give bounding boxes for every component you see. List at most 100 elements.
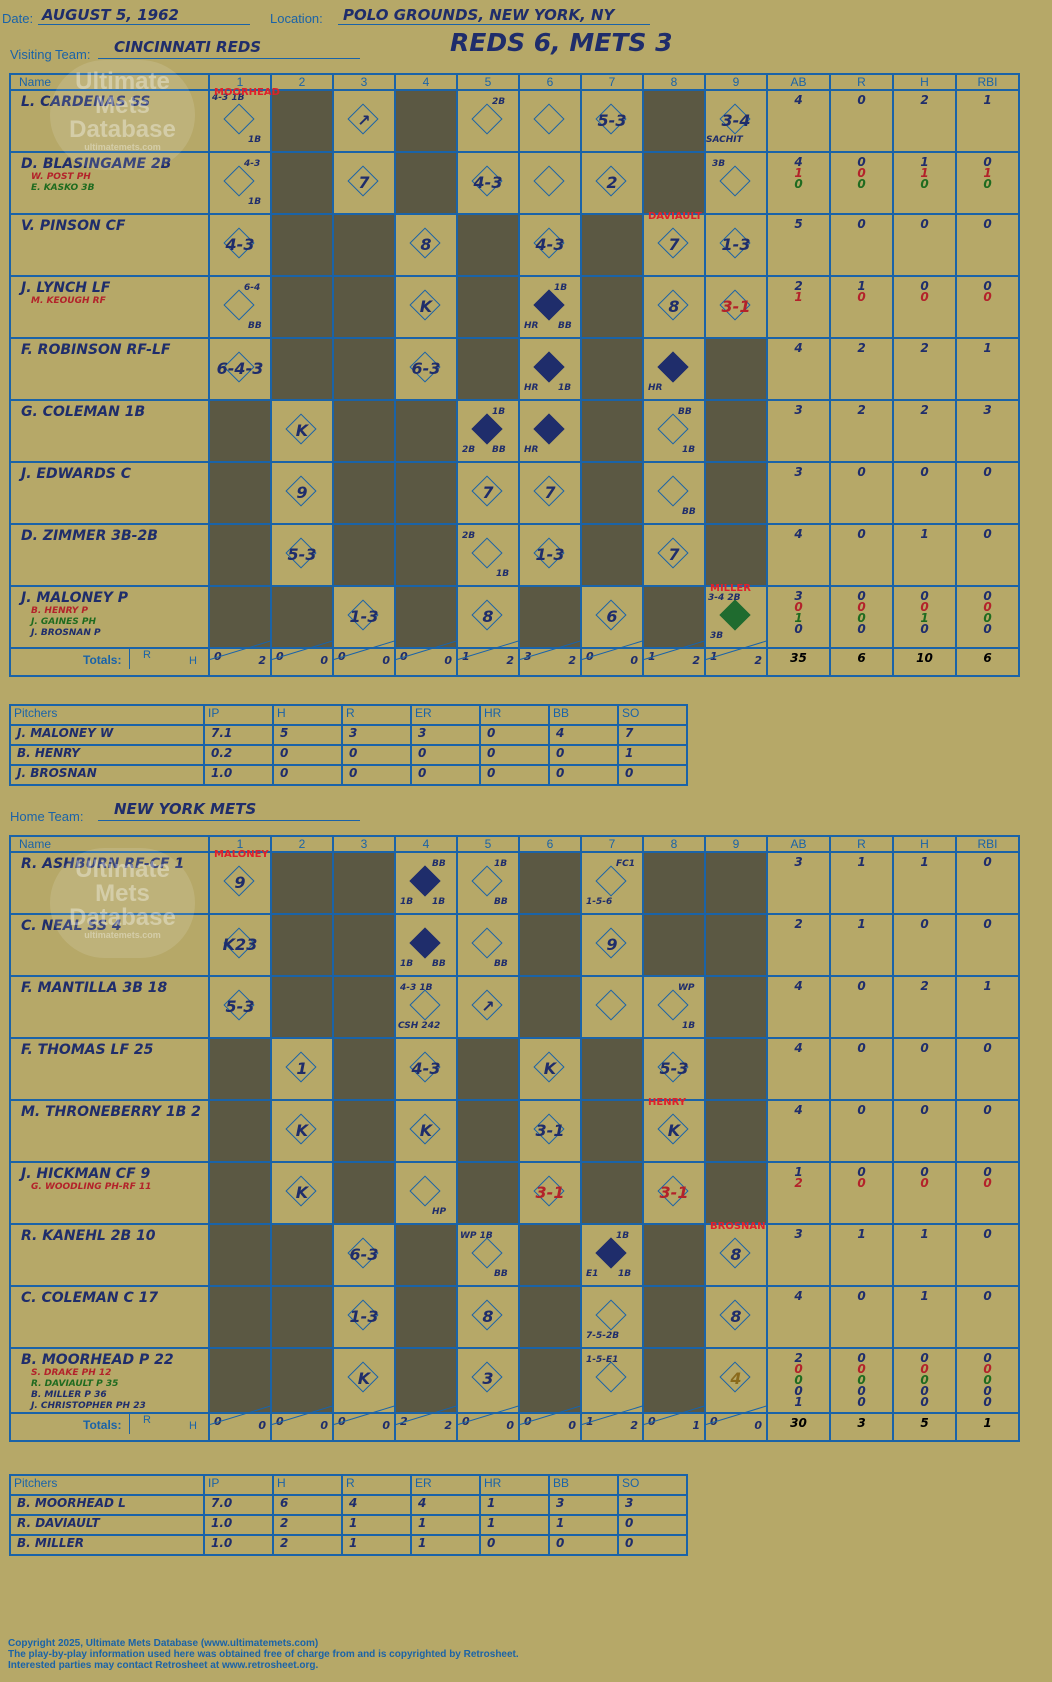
visiting-inning-cell (518, 585, 582, 649)
play-result: 3-1 (535, 1183, 565, 1202)
pitcher-stat: 1 (479, 1514, 550, 1536)
home-stat-r: 1 (829, 913, 894, 977)
pitcher-stat: 0 (341, 744, 412, 766)
visiting-pitcher-row: B. HENRY 0.2 0 0 0 0 0 1 (9, 744, 688, 766)
player-name: F. MANTILLA 3B 18 (21, 980, 168, 996)
visiting-inning-cell: 1B HR BB (518, 275, 582, 339)
play-result: K23 (222, 935, 258, 954)
base-diamond (719, 165, 751, 197)
home-col-header: Name (9, 835, 210, 853)
play-note: 1B (682, 445, 696, 455)
pitcher-stat: 0 (479, 724, 550, 746)
play-note: 1B (496, 569, 510, 579)
substitute-name: G. WOODLING PH-RF 11 (31, 1182, 152, 1192)
pitcher-stat: 7 (617, 724, 688, 746)
visiting-inning-cell: 1-3 (332, 585, 396, 649)
play-note: 1B (616, 1231, 630, 1241)
home-inning-cell: 6-3 (332, 1223, 396, 1287)
visiting-inning-cell (518, 89, 582, 153)
pitcher-stat: 7.0 (203, 1494, 274, 1516)
player-name: D. BLASINGAME 2B (21, 156, 172, 172)
home-inning-cell: 3-1 (518, 1161, 582, 1225)
home-inning-cell (332, 913, 396, 977)
base-diamond (471, 537, 503, 569)
home-inning-cell (518, 975, 582, 1039)
visiting-inning-cell: 4-3 1B 1B MOORHEAD (208, 87, 280, 153)
home-inning-cell (642, 1285, 706, 1349)
home-col-header: AB (766, 835, 831, 853)
home-inning-cell: K (394, 1099, 458, 1163)
visiting-inning-cell (208, 523, 272, 587)
base-diamond (657, 475, 689, 507)
base-diamond (595, 1361, 627, 1393)
pitcher-stat: 1.0 (203, 1514, 274, 1536)
visiting-stat-r: 0 (829, 89, 894, 153)
home-inning-cell (518, 851, 582, 915)
visiting-stat-ab: 3 (766, 399, 831, 463)
play-result: 1-3 (349, 607, 379, 626)
home-col-header: 6 (518, 835, 582, 853)
player-name: C. COLEMAN C 17 (21, 1290, 159, 1306)
pitching-change: BROSNAN (710, 1221, 766, 1232)
player-name: J. HICKMAN CF 9 (21, 1166, 151, 1182)
pitcher-stat: 1 (410, 1534, 481, 1556)
home-player-row: B. MOORHEAD P 22 S. DRAKE PH 12 R. DAVIAUL… (9, 1347, 1020, 1414)
visiting-inning-cell: BB 1B (642, 399, 706, 463)
home-col-header: 1 (208, 835, 272, 853)
home-col-header: R (829, 835, 894, 853)
visiting-inning-cell: 4-3 (456, 151, 520, 215)
visiting-inning-cell (394, 461, 458, 525)
home-inning-cell: HP (394, 1161, 458, 1225)
pitcher-stat: 0.2 (203, 744, 274, 766)
visiting-total-stat: 6 (955, 647, 1020, 677)
home-inning-cell (704, 1099, 768, 1163)
pitcher-stat: 3 (617, 1494, 688, 1516)
pitch-col-header: IP (203, 1474, 274, 1496)
play-note: 6-4 (244, 283, 261, 293)
visiting-inning-cell: 3-4 2B 3B MILLER (704, 583, 768, 649)
pitcher-name: R. DAVIAULT (9, 1514, 205, 1536)
play-note: 3B (710, 631, 724, 641)
pitch-col-header: SO (617, 704, 688, 726)
pitch-col-header: Pitchers (9, 1474, 205, 1496)
play-note: WP (678, 983, 695, 993)
home-inning-cell: WP 1B (642, 975, 706, 1039)
home-inning-cell (580, 975, 644, 1039)
pitcher-stat: 1.0 (203, 1534, 274, 1556)
player-name: V. PINSON CF (21, 218, 126, 234)
visiting-team-name: CINCINNATI REDS (114, 38, 262, 56)
pitcher-stat: 3 (341, 724, 412, 746)
home-col-header: 5 (456, 835, 520, 853)
substitute-name: J. GAINES PH (31, 617, 97, 627)
play-result: 8 (730, 1307, 742, 1326)
home-col-header: RBI (955, 835, 1020, 853)
home-inning-cell: K23 (208, 913, 272, 977)
visiting-stat-h: 2 (892, 399, 957, 463)
play-note: BB (248, 321, 262, 331)
home-inning-cell (642, 851, 706, 915)
visiting-stat-rbi: 1 (955, 89, 1020, 153)
home-inning-cell (208, 1285, 272, 1349)
visiting-inning-cell (580, 275, 644, 339)
home-inning-cell: 4 (704, 1347, 768, 1414)
home-stat-ab: 4 (766, 975, 831, 1039)
home-inning-cell (270, 1223, 334, 1287)
home-inning-cell (704, 913, 768, 977)
home-inning-cell: 1 (270, 1037, 334, 1101)
substitute-name: E. KASKO 3B (31, 183, 95, 193)
pitcher-stat: 3 (548, 1494, 619, 1516)
visiting-inning-cell: 6-4-3 (208, 337, 272, 401)
visiting-inning-cell: HR 1B (518, 337, 582, 401)
visiting-inning-cell: 7 (518, 461, 582, 525)
home-inning-cell: 5-3 (642, 1037, 706, 1101)
visiting-inning-cell: 8 (456, 585, 520, 649)
visiting-inning-cell: HR (642, 337, 706, 401)
visiting-inning-cell (394, 89, 458, 153)
play-note: 1B (248, 135, 262, 145)
visiting-inning-cell (332, 337, 396, 401)
play-note: 4-3 1B (212, 93, 245, 103)
